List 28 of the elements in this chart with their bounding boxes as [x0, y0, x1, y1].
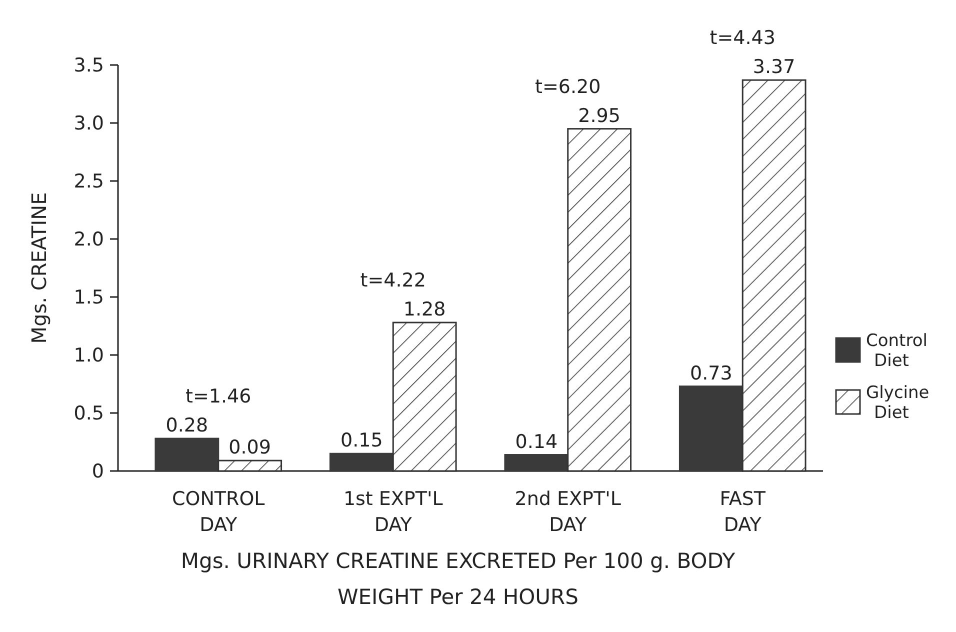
data-label: 3.37	[752, 56, 796, 78]
annotation: t=1.46	[186, 386, 252, 408]
y-tick-label: 2.0	[74, 228, 104, 251]
y-tick-label: 0	[92, 460, 104, 483]
x-tick-label: 2nd EXPT'L DAY	[514, 488, 622, 536]
y-tick-label: 0.5	[74, 402, 104, 425]
annotation: t=4.22	[360, 270, 426, 292]
data-label: 0.09	[228, 436, 271, 459]
legend-label: Glycine Diet	[866, 383, 930, 423]
legend-label: Control Diet	[866, 331, 928, 371]
y-tick-label: 2.5	[74, 170, 104, 193]
data-label: 0.14	[515, 430, 558, 453]
data-label: 0.73	[690, 362, 732, 384]
y-tick-label: 3.0	[74, 112, 104, 135]
y-tick-label: 3.5	[74, 54, 104, 77]
data-label: 0.15	[340, 430, 383, 452]
x-tick-label: FAST DAY	[720, 488, 766, 536]
y-tick-label: 1.0	[74, 344, 104, 367]
y-axis-title: Mgs. CREATINE	[27, 192, 51, 344]
annotation: t=6.20	[535, 76, 601, 98]
text: Mgs. URINARY CREATINE EXCRETED Per 100 g. BODY WEIGHT Per 24 HOURS	[180, 549, 736, 609]
data-label: 1.28	[403, 298, 446, 321]
y-tick-label: 1.5	[74, 286, 104, 309]
x-tick-label: 1st EXPT'L DAY	[343, 488, 444, 536]
text: t=4.43	[710, 27, 776, 50]
data-label: 2.95	[578, 104, 620, 127]
data-label: 0.28	[166, 414, 208, 437]
x-tick-label: CONTROL DAY	[172, 488, 266, 536]
